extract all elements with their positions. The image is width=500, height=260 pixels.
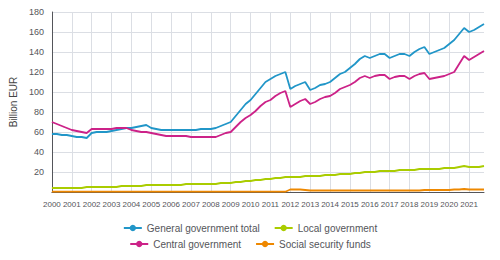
- svg-text:2009: 2009: [222, 200, 240, 209]
- svg-text:140: 140: [29, 47, 44, 57]
- svg-text:2014: 2014: [321, 200, 339, 209]
- svg-text:2007: 2007: [182, 200, 200, 209]
- svg-text:2004: 2004: [122, 200, 140, 209]
- svg-text:General government total: General government total: [147, 223, 260, 234]
- svg-text:160: 160: [29, 27, 44, 37]
- svg-text:60: 60: [34, 127, 44, 137]
- svg-text:2018: 2018: [401, 200, 419, 209]
- svg-text:2012: 2012: [281, 200, 299, 209]
- svg-text:2008: 2008: [202, 200, 220, 209]
- svg-text:2019: 2019: [420, 200, 438, 209]
- svg-text:2016: 2016: [361, 200, 379, 209]
- svg-text:2013: 2013: [301, 200, 319, 209]
- svg-text:20: 20: [34, 167, 44, 177]
- svg-text:2005: 2005: [142, 200, 160, 209]
- svg-text:2015: 2015: [341, 200, 359, 209]
- svg-text:40: 40: [34, 147, 44, 157]
- svg-text:120: 120: [29, 67, 44, 77]
- svg-text:Billion EUR: Billion EUR: [8, 77, 19, 128]
- svg-text:2017: 2017: [381, 200, 399, 209]
- svg-text:2002: 2002: [83, 200, 101, 209]
- svg-text:2003: 2003: [103, 200, 121, 209]
- svg-text:100: 100: [29, 87, 44, 97]
- svg-text:180: 180: [29, 7, 44, 17]
- svg-text:2020: 2020: [440, 200, 458, 209]
- svg-text:2006: 2006: [162, 200, 180, 209]
- svg-text:Local government: Local government: [298, 223, 378, 234]
- svg-text:Central government: Central government: [153, 239, 241, 250]
- svg-text:2010: 2010: [242, 200, 260, 209]
- svg-text:2021: 2021: [460, 200, 478, 209]
- svg-text:2011: 2011: [262, 200, 280, 209]
- svg-text:2001: 2001: [63, 200, 81, 209]
- svg-text:2000: 2000: [43, 200, 61, 209]
- svg-text:Social security funds: Social security funds: [279, 239, 371, 250]
- svg-text:80: 80: [34, 107, 44, 117]
